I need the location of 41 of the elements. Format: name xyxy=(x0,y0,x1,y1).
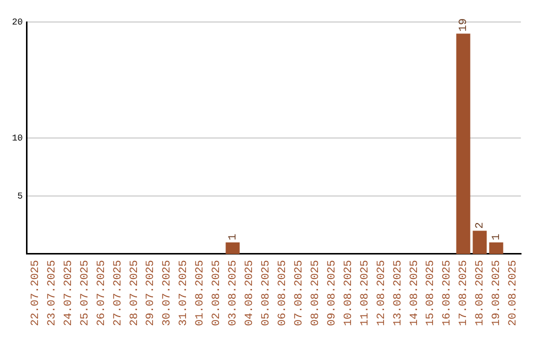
x-tick-label: 02.08.2025 xyxy=(211,260,224,326)
x-tick-label: 04.08.2025 xyxy=(244,260,256,326)
x-tick-label: 14.08.2025 xyxy=(408,260,421,326)
x-tick-label: 24.07.2025 xyxy=(62,260,75,326)
x-tick-label: 26.07.2025 xyxy=(96,260,108,326)
x-tick-label: 13.08.2025 xyxy=(392,260,404,326)
y-tick-label: 20 xyxy=(12,17,23,28)
bar xyxy=(472,230,487,254)
bar xyxy=(489,242,504,254)
x-tick-label: 22.07.2025 xyxy=(30,260,42,326)
x-tick-label: 05.08.2025 xyxy=(260,260,273,326)
x-tick-label: 17.08.2025 xyxy=(458,260,470,326)
x-tick-label: 19.08.2025 xyxy=(491,260,504,326)
x-tick-label: 28.07.2025 xyxy=(128,260,141,326)
x-tick-label: 29.07.2025 xyxy=(145,260,158,326)
x-tick-label: 30.07.2025 xyxy=(162,260,174,326)
y-tick-label: 5 xyxy=(17,191,23,202)
data-label: 1 xyxy=(491,233,504,240)
x-tick-label: 06.08.2025 xyxy=(276,260,289,326)
bar xyxy=(226,242,240,254)
x-tick-label: 12.08.2025 xyxy=(376,260,388,326)
x-tick-label: 20.08.2025 xyxy=(508,260,520,326)
x-tick-label: 23.07.2025 xyxy=(46,260,58,326)
x-tick-label: 07.08.2025 xyxy=(293,260,306,326)
x-tick-label: 15.08.2025 xyxy=(425,260,438,326)
x-tick-label: 09.08.2025 xyxy=(326,260,338,326)
x-tick-label: 11.08.2025 xyxy=(359,260,372,326)
x-tick-label: 27.07.2025 xyxy=(112,260,124,326)
data-label: 2 xyxy=(474,222,487,229)
x-tick-label: 08.08.2025 xyxy=(310,260,322,326)
x-tick-label: 31.07.2025 xyxy=(178,260,190,326)
data-label: 19 xyxy=(458,18,470,32)
x-tick-label: 25.07.2025 xyxy=(79,260,92,326)
x-tick-label: 01.08.2025 xyxy=(194,260,207,326)
data-label: 1 xyxy=(228,233,240,240)
y-tick-label: 10 xyxy=(12,133,23,144)
x-tick-label: 03.08.2025 xyxy=(228,260,240,326)
x-tick-label: 18.08.2025 xyxy=(474,260,487,326)
x-tick-label: 16.08.2025 xyxy=(442,260,454,326)
x-tick-label: 10.08.2025 xyxy=(342,260,355,326)
bar xyxy=(456,34,470,254)
